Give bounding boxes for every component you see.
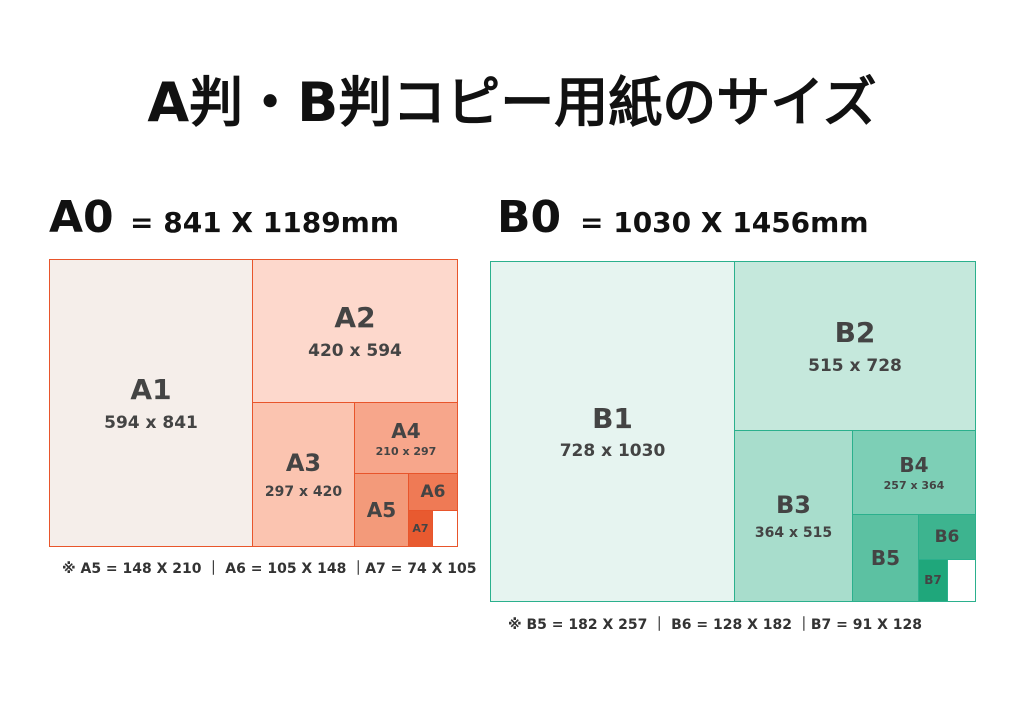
note: ※ A5 = 148 X 210 ｜ A6 = 105 X 148 ｜A7 = … [62,561,477,577]
label: 364 x 515 [754,525,833,542]
sheet-name: A0 [49,192,114,243]
paper-rest [432,510,458,547]
sheet-name: B0 [497,192,562,243]
paper-a1: A1 594 x 841 [49,259,253,547]
label: B2 [834,316,876,350]
label: A1 [130,373,172,407]
label: 594 x 841 [104,412,198,433]
label: B1 [592,401,633,435]
paper-b2: B2 515 x 728 [734,261,976,431]
sheet-size: = 841 X 1189mm [130,206,400,239]
title: A判・B判コピー用紙のサイズ [147,71,877,134]
paper-b3: B3 364 x 515 [734,430,853,602]
label: 257 x 364 [883,479,945,492]
sheet-size: = 1030 X 1456mm [580,206,869,239]
label: A6 [420,481,446,502]
paper-a6: A6 [408,473,458,511]
label: B7 [924,573,942,588]
paper-a5: A5 [354,473,409,547]
label: 515 x 728 [808,355,902,376]
label: A4 [391,418,421,443]
label: B6 [934,526,960,547]
label: A7 [412,521,429,535]
note: ※ B5 = 182 X 257 ｜ B6 = 128 X 182 ｜B7 = … [508,617,923,633]
paper-a3: A3 297 x 420 [252,402,355,547]
label: A5 [366,498,397,522]
label: A2 [334,301,376,335]
label: 297 x 420 [264,483,343,500]
label: 210 x 297 [375,444,437,458]
paper-b4: B4 257 x 364 [852,430,976,515]
paper-b6: B6 [918,514,976,560]
paper-a2: A2 420 x 594 [252,259,458,403]
label: B5 [870,546,901,570]
label: 728 x 1030 [559,441,666,462]
paper-b5: B5 [852,514,919,602]
label: 420 x 594 [308,340,402,361]
paper-a4: A4 210 x 297 [354,402,458,474]
label: B4 [899,453,929,477]
paper-a7: A7 [408,510,433,547]
label: A3 [285,449,322,478]
paper-b7: B7 [918,559,948,602]
paper-rest [947,559,976,602]
paper-b1: B1 728 x 1030 [490,261,735,602]
label: B3 [776,490,811,519]
